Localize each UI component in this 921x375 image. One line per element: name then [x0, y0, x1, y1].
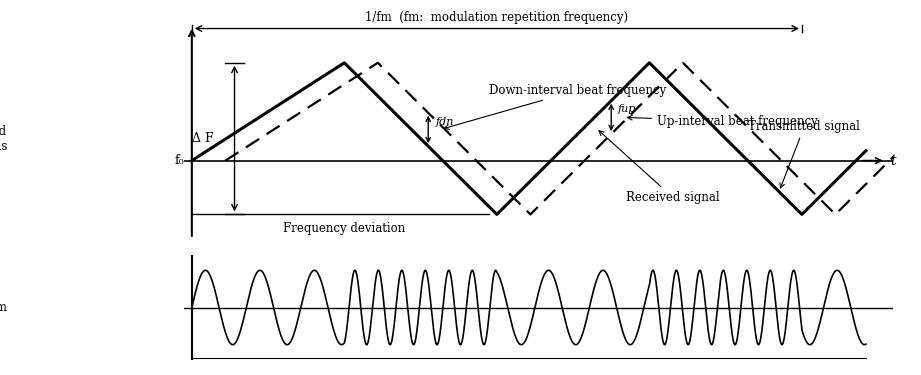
- Text: t: t: [891, 154, 896, 168]
- Text: fup: fup: [617, 104, 635, 114]
- Text: 1/fm  (fm:  modulation repetition frequency): 1/fm (fm: modulation repetition frequenc…: [366, 10, 628, 24]
- Text: Down-interval beat frequency: Down-interval beat frequency: [444, 84, 667, 129]
- Text: Frequency of
transmitted and
received signals: Frequency of transmitted and received si…: [0, 110, 7, 153]
- Text: Δ F: Δ F: [192, 132, 213, 145]
- Text: Up-interval beat frequency: Up-interval beat frequency: [627, 115, 818, 128]
- Text: Beat waveform: Beat waveform: [0, 301, 7, 314]
- Text: fdn: fdn: [436, 117, 454, 126]
- Text: Transmitted signal: Transmitted signal: [749, 120, 860, 188]
- Text: f₀: f₀: [175, 154, 184, 167]
- Text: Received signal: Received signal: [599, 130, 720, 204]
- Text: Frequency deviation: Frequency deviation: [284, 222, 405, 235]
